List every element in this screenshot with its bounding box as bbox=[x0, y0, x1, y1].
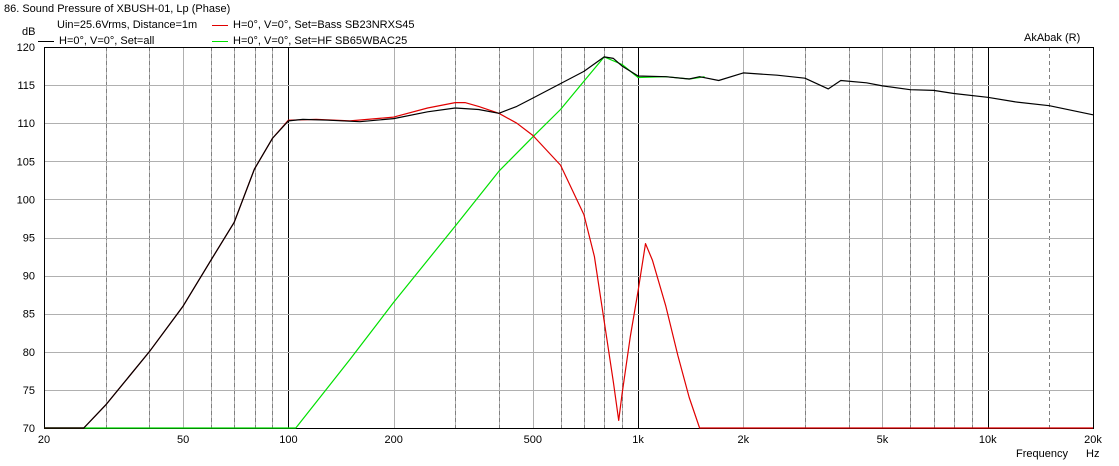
x-tick-label: 200 bbox=[384, 434, 402, 446]
y-tick-label: 120 bbox=[17, 42, 35, 54]
x-tick-label: 20 bbox=[38, 434, 50, 446]
series-line-all bbox=[44, 56, 1094, 429]
x-tick-label: 50 bbox=[177, 434, 189, 446]
x-tick-label: 10k bbox=[979, 434, 997, 446]
y-axis-label: dB bbox=[22, 26, 36, 38]
chart-subtitle: Uin=25.6Vrms, Distance=1m bbox=[57, 19, 198, 31]
x-tick-label: 100 bbox=[279, 434, 297, 446]
chart-title: 86. Sound Pressure of XBUSH-01, Lp (Phas… bbox=[4, 3, 231, 15]
legend-label-bass: H=0°, V=0°, Set=Bass SB23NRXS45 bbox=[233, 19, 415, 31]
legend-label-all: H=0°, V=0°, Set=all bbox=[59, 35, 155, 47]
x-axis-label: Frequency bbox=[1016, 448, 1068, 460]
series-line-bass bbox=[44, 101, 1093, 429]
y-tick-label: 70 bbox=[23, 423, 35, 435]
x-tick-label: 2k bbox=[738, 434, 750, 446]
y-tick-label: 110 bbox=[17, 118, 35, 130]
x-tick-label: 500 bbox=[524, 434, 542, 446]
brand-label: AkAbak (R) bbox=[1024, 32, 1081, 44]
legend-label-hf: H=0°, V=0°, Set=HF SB65WBAC25 bbox=[233, 35, 408, 47]
y-tick-label: 85 bbox=[23, 309, 35, 321]
x-tick-label: 1k bbox=[632, 434, 644, 446]
plot-frame bbox=[44, 47, 1094, 429]
legend-swatch-bass bbox=[212, 25, 228, 26]
legend-swatch-all bbox=[38, 41, 54, 42]
x-tick-label: 20k bbox=[1084, 434, 1102, 446]
y-tick-label: 105 bbox=[17, 156, 35, 168]
y-tick-label: 115 bbox=[17, 80, 35, 92]
y-tick-label: 75 bbox=[23, 385, 35, 397]
y-tick-label: 100 bbox=[17, 194, 35, 206]
y-tick-label: 95 bbox=[23, 233, 35, 245]
x-tick-label: 5k bbox=[877, 434, 889, 446]
series-line-hf bbox=[44, 56, 705, 429]
x-axis-unit: Hz bbox=[1086, 448, 1100, 460]
y-tick-label: 80 bbox=[23, 347, 35, 359]
y-tick-label: 90 bbox=[23, 271, 35, 283]
legend-swatch-hf bbox=[212, 41, 228, 42]
